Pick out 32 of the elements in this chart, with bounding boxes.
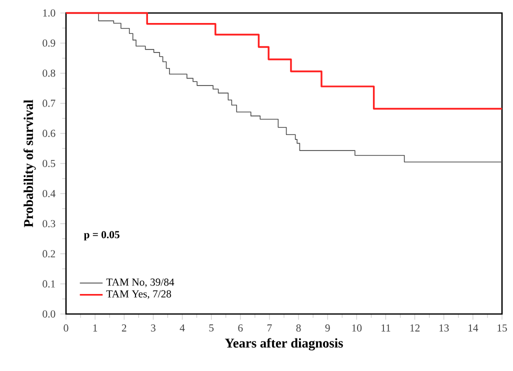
x-tick-label: 2 — [122, 324, 126, 332]
x-tick-label: 4 — [180, 324, 185, 332]
x-tick-label: 8 — [296, 324, 301, 332]
x-tick-label: 15 — [498, 324, 507, 332]
x-tick-label: 6 — [238, 324, 243, 332]
y-tick-label: 0.7 — [42, 100, 56, 107]
y-tick-label: 0.2 — [42, 250, 56, 258]
y-tick-label: 0.9 — [42, 39, 56, 47]
x-tick-label: 11 — [382, 324, 390, 332]
y-tick-label: 0.6 — [42, 130, 56, 138]
x-tick-label: 10 — [352, 324, 362, 332]
y-tick-label: 1.0 — [43, 9, 56, 17]
y-tick-label: 0.5 — [42, 160, 56, 168]
y-axis-title: Probability of survival — [24, 100, 36, 228]
legend-label: TAM Yes, 7/28 — [106, 290, 172, 299]
legend-label: TAM No, 39/84 — [106, 278, 174, 288]
x-tick-label: 3 — [151, 324, 156, 332]
annotation: p = 0.05 — [84, 231, 120, 240]
y-tick-label: 0.3 — [42, 220, 56, 228]
x-tick-label: 12 — [410, 324, 420, 332]
y-tick-label: 0.1 — [42, 280, 55, 288]
y-tick-label: 0.8 — [42, 70, 56, 77]
x-tick-label: 7 — [268, 324, 272, 332]
x-tick-label: 13 — [439, 324, 449, 332]
x-tick-label: 14 — [468, 324, 478, 332]
x-tick-label: 9 — [325, 324, 330, 332]
x-axis-title: Years after diagnosis — [224, 338, 343, 350]
y-tick-label: 0.0 — [42, 310, 56, 318]
y-tick-label: 0.4 — [42, 190, 56, 198]
x-tick-label: 0 — [64, 324, 68, 332]
x-tick-label: 1 — [93, 324, 98, 332]
x-tick-label: 5 — [209, 324, 214, 332]
